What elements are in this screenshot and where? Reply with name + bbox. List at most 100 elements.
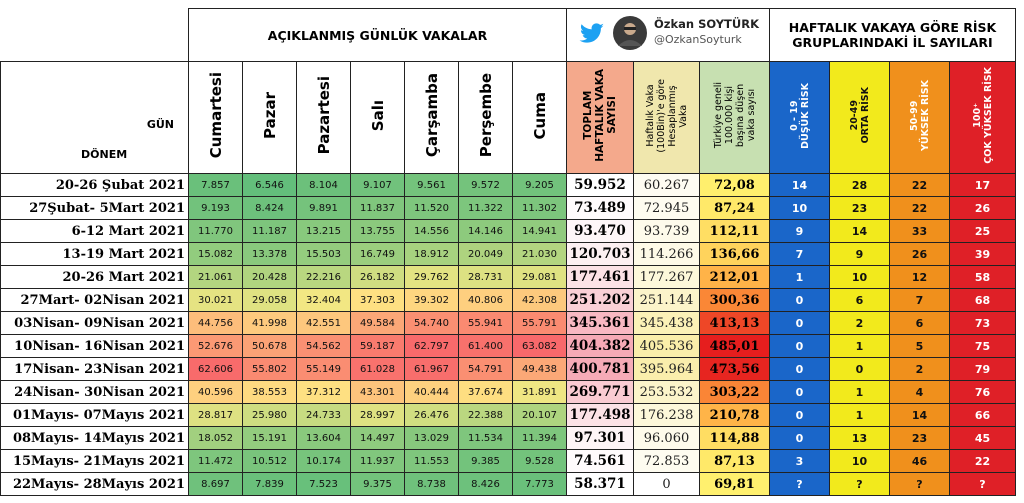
daily-case-cell: 30.021 <box>188 288 243 312</box>
risk-count-cell: 17 <box>949 173 1016 197</box>
risk-count-cell: 14 <box>829 219 890 243</box>
author-handle[interactable]: @OzkanSoyturk <box>654 33 742 46</box>
table-row: 03Nisan- 09Nisan 2021 44.756 41.998 42.551 4… <box>0 311 1016 335</box>
daily-case-cell: 26.182 <box>350 265 405 289</box>
period-cell: 10Nisan- 16Nisan 2021 <box>0 334 189 358</box>
risk-count-cell: 0 <box>769 380 830 404</box>
day-header: Çarşamba <box>404 61 459 174</box>
daily-case-cell: 13.215 <box>296 219 351 243</box>
daily-cases-title: AÇIKLANMIŞ GÜNLÜK VAKALAR <box>188 8 567 62</box>
daily-case-cell: 14.556 <box>404 219 459 243</box>
daily-case-cell: 13.604 <box>296 426 351 450</box>
covid-table: AÇIKLANMIŞ GÜNLÜK VAKALAR Özkan SOYTÜRK … <box>0 8 1016 496</box>
risk-count-cell: 22 <box>949 449 1016 473</box>
risk-count-cell: ? <box>769 472 830 496</box>
risk-count-cell: 10 <box>829 449 890 473</box>
table-row: 27Şubat- 5Mart 2021 9.193 8.424 9.891 11.837… <box>0 196 1016 220</box>
daily-case-cell: 9.891 <box>296 196 351 220</box>
daily-case-cell: 6.546 <box>242 173 297 197</box>
risk-count-cell: 6 <box>889 311 950 335</box>
daily-case-cell: 9.193 <box>188 196 243 220</box>
day-header: Cumartesi <box>188 61 243 174</box>
computed-weekly-cell: 93.739 <box>633 219 700 243</box>
risk-count-cell: 10 <box>769 196 830 220</box>
computed-weekly-header: Haftalık Vaka (100Bin)'e göre Hesaplanmış V… <box>633 61 700 174</box>
blank-corner <box>1 9 189 62</box>
risk-count-cell: 58 <box>949 265 1016 289</box>
daily-case-cell: 8.104 <box>296 173 351 197</box>
daily-case-cell: 40.596 <box>188 380 243 404</box>
daily-case-cell: 29.081 <box>512 265 567 289</box>
gun-label: GÜN <box>146 118 174 131</box>
total-weekly-cell: 400.781 <box>566 357 634 381</box>
daily-case-cell: 40.444 <box>404 380 459 404</box>
risk-count-cell: 5 <box>889 334 950 358</box>
table-row: 17Nisan- 23Nisan 2021 62.606 55.802 55.149 6… <box>0 357 1016 381</box>
period-cell: 20-26 Mart 2021 <box>0 265 189 289</box>
daily-case-cell: 49.584 <box>350 311 405 335</box>
daily-case-cell: 44.756 <box>188 311 243 335</box>
risk-count-cell: 3 <box>769 449 830 473</box>
daily-case-cell: 25.980 <box>242 403 297 427</box>
table-body: 20-26 Şubat 2021 7.857 6.546 8.104 9.107 9.56… <box>0 173 1016 496</box>
daily-case-cell: 14.497 <box>350 426 405 450</box>
daily-case-cell: 11.187 <box>242 219 297 243</box>
day-header: Perşembe <box>458 61 513 174</box>
period-cell: 17Nisan- 23Nisan 2021 <box>0 357 189 381</box>
daily-case-cell: 55.149 <box>296 357 351 381</box>
daily-case-cell: 20.049 <box>458 242 513 266</box>
computed-weekly-cell: 177.267 <box>633 265 700 289</box>
table-row: 10Nisan- 16Nisan 2021 52.676 50.678 54.562 5… <box>0 334 1016 358</box>
period-cell: 15Mayıs- 21Mayıs 2021 <box>0 449 189 473</box>
daily-case-cell: 9.528 <box>512 449 567 473</box>
total-weekly-cell: 59.952 <box>566 173 634 197</box>
daily-case-cell: 63.082 <box>512 334 567 358</box>
author-box: Özkan SOYTÜRK @OzkanSoyturk <box>566 8 770 62</box>
total-weekly-cell: 93.470 <box>566 219 634 243</box>
daily-case-cell: 41.998 <box>242 311 297 335</box>
daily-case-cell: 28.997 <box>350 403 405 427</box>
daily-case-cell: 62.797 <box>404 334 459 358</box>
daily-case-cell: 11.394 <box>512 426 567 450</box>
table-row: 08Mayıs- 14Mayıs 2021 18.052 15.191 13.604 1… <box>0 426 1016 450</box>
period-cell: 24Nisan- 30Nisan 2021 <box>0 380 189 404</box>
total-weekly-cell: 74.561 <box>566 449 634 473</box>
risk-count-cell: 68 <box>949 288 1016 312</box>
risk-count-cell: 79 <box>949 357 1016 381</box>
risk-mid-header: 20-49 ORTA RİSK <box>829 61 890 174</box>
daily-case-cell: 11.322 <box>458 196 513 220</box>
risk-count-cell: 23 <box>829 196 890 220</box>
daily-case-cell: 20.428 <box>242 265 297 289</box>
daily-case-cell: 24.733 <box>296 403 351 427</box>
per-100k-cell: 114,88 <box>699 426 770 450</box>
daily-case-cell: 14.146 <box>458 219 513 243</box>
computed-weekly-cell: 253.532 <box>633 380 700 404</box>
computed-weekly-cell: 251.144 <box>633 288 700 312</box>
twitter-bird-icon <box>579 23 604 43</box>
per-100k-cell: 413,13 <box>699 311 770 335</box>
risk-count-cell: 10 <box>829 265 890 289</box>
daily-case-cell: 40.806 <box>458 288 513 312</box>
avatar <box>613 16 647 50</box>
daily-case-cell: 8.426 <box>458 472 513 496</box>
daily-case-cell: 55.941 <box>458 311 513 335</box>
day-header: Cuma <box>512 61 567 174</box>
daily-case-cell: 55.791 <box>512 311 567 335</box>
day-header: Pazartesi <box>296 61 351 174</box>
daily-case-cell: 7.523 <box>296 472 351 496</box>
daily-case-cell: 22.388 <box>458 403 513 427</box>
daily-case-cell: 14.941 <box>512 219 567 243</box>
daily-case-cell: 37.303 <box>350 288 405 312</box>
period-cell: 13-19 Mart 2021 <box>0 242 189 266</box>
author-name: Özkan SOYTÜRK <box>654 17 759 31</box>
daily-case-cell: 8.697 <box>188 472 243 496</box>
computed-weekly-cell: 96.060 <box>633 426 700 450</box>
daily-case-cell: 7.773 <box>512 472 567 496</box>
table-row: 6-12 Mart 2021 11.770 11.187 13.215 13.755 14… <box>0 219 1016 243</box>
daily-case-cell: 32.404 <box>296 288 351 312</box>
risk-count-cell: 4 <box>889 380 950 404</box>
risk-count-cell: 73 <box>949 311 1016 335</box>
per-100k-cell: 72,08 <box>699 173 770 197</box>
daily-case-cell: 21.030 <box>512 242 567 266</box>
daily-case-cell: 29.762 <box>404 265 459 289</box>
